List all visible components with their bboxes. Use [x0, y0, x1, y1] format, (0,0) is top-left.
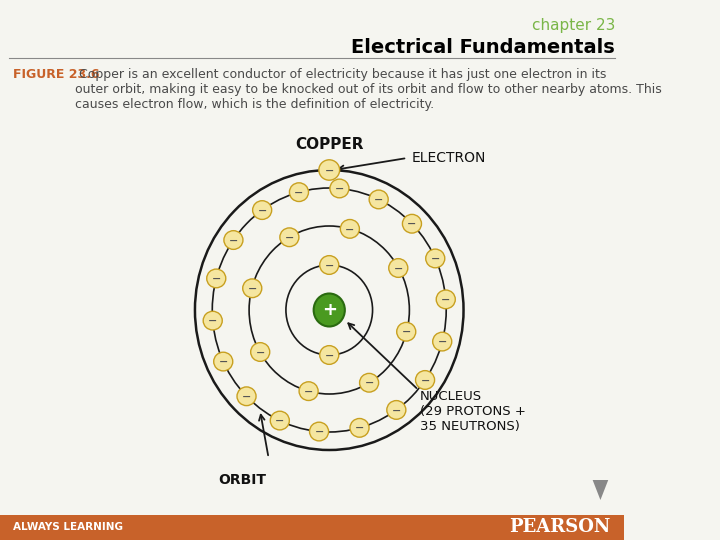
Text: −: −	[256, 348, 265, 357]
Text: Electrical Fundamentals: Electrical Fundamentals	[351, 38, 615, 57]
Text: −: −	[229, 235, 238, 246]
Ellipse shape	[253, 201, 271, 219]
Text: ORBIT: ORBIT	[219, 473, 266, 487]
Text: −: −	[364, 378, 374, 388]
Text: −: −	[294, 188, 304, 198]
Text: −: −	[394, 264, 403, 273]
Ellipse shape	[369, 190, 388, 209]
Ellipse shape	[433, 332, 451, 351]
Text: −: −	[325, 165, 334, 176]
Ellipse shape	[237, 387, 256, 406]
FancyArrow shape	[593, 480, 608, 500]
Text: −: −	[325, 260, 334, 271]
Text: −: −	[219, 357, 228, 367]
Ellipse shape	[314, 294, 345, 327]
Text: −: −	[335, 184, 344, 194]
Ellipse shape	[289, 183, 308, 201]
Text: −: −	[420, 375, 430, 386]
Text: −: −	[304, 387, 313, 397]
Text: −: −	[315, 427, 324, 437]
Ellipse shape	[251, 343, 270, 361]
Text: −: −	[284, 233, 294, 243]
Ellipse shape	[310, 422, 328, 441]
Text: −: −	[431, 254, 440, 264]
Ellipse shape	[243, 279, 262, 298]
Text: −: −	[212, 274, 221, 284]
Text: Copper is an excellent conductor of electricity because it has just one electron: Copper is an excellent conductor of elec…	[76, 68, 662, 111]
Text: −: −	[258, 206, 267, 215]
Text: −: −	[345, 224, 354, 234]
Ellipse shape	[320, 346, 339, 365]
Ellipse shape	[387, 401, 406, 419]
Ellipse shape	[402, 214, 421, 233]
Text: −: −	[438, 337, 447, 347]
Ellipse shape	[350, 418, 369, 437]
Ellipse shape	[397, 322, 415, 341]
Text: chapter 23: chapter 23	[532, 18, 615, 33]
Ellipse shape	[330, 179, 349, 198]
Text: −: −	[441, 295, 451, 305]
Text: −: −	[374, 195, 383, 205]
Ellipse shape	[299, 382, 318, 401]
Ellipse shape	[389, 259, 408, 278]
Ellipse shape	[320, 255, 339, 274]
Text: NUCLEUS
(29 PROTONS +
35 NEUTRONS): NUCLEUS (29 PROTONS + 35 NEUTRONS)	[420, 390, 526, 433]
Ellipse shape	[203, 311, 222, 330]
Text: −: −	[408, 219, 417, 230]
Text: −: −	[242, 392, 251, 402]
Ellipse shape	[341, 220, 359, 238]
Text: −: −	[248, 284, 257, 294]
FancyBboxPatch shape	[0, 515, 624, 540]
Text: −: −	[402, 327, 411, 338]
Text: FIGURE 23.6: FIGURE 23.6	[13, 68, 99, 81]
Text: −: −	[275, 416, 284, 426]
Text: +: +	[322, 301, 337, 319]
Ellipse shape	[280, 228, 299, 247]
Text: −: −	[392, 406, 401, 415]
Ellipse shape	[270, 411, 289, 430]
Text: ELECTRON: ELECTRON	[412, 151, 486, 165]
Text: −: −	[325, 350, 334, 361]
Text: PEARSON: PEARSON	[510, 518, 611, 536]
Ellipse shape	[426, 249, 445, 268]
Ellipse shape	[415, 370, 435, 389]
Text: COPPER: COPPER	[295, 137, 364, 152]
Text: −: −	[355, 423, 364, 433]
Ellipse shape	[214, 352, 233, 371]
Text: ALWAYS LEARNING: ALWAYS LEARNING	[13, 522, 123, 532]
Ellipse shape	[436, 290, 455, 309]
Text: −: −	[208, 316, 217, 326]
Ellipse shape	[319, 160, 340, 180]
Ellipse shape	[224, 231, 243, 249]
Ellipse shape	[207, 269, 226, 288]
Ellipse shape	[359, 373, 379, 392]
